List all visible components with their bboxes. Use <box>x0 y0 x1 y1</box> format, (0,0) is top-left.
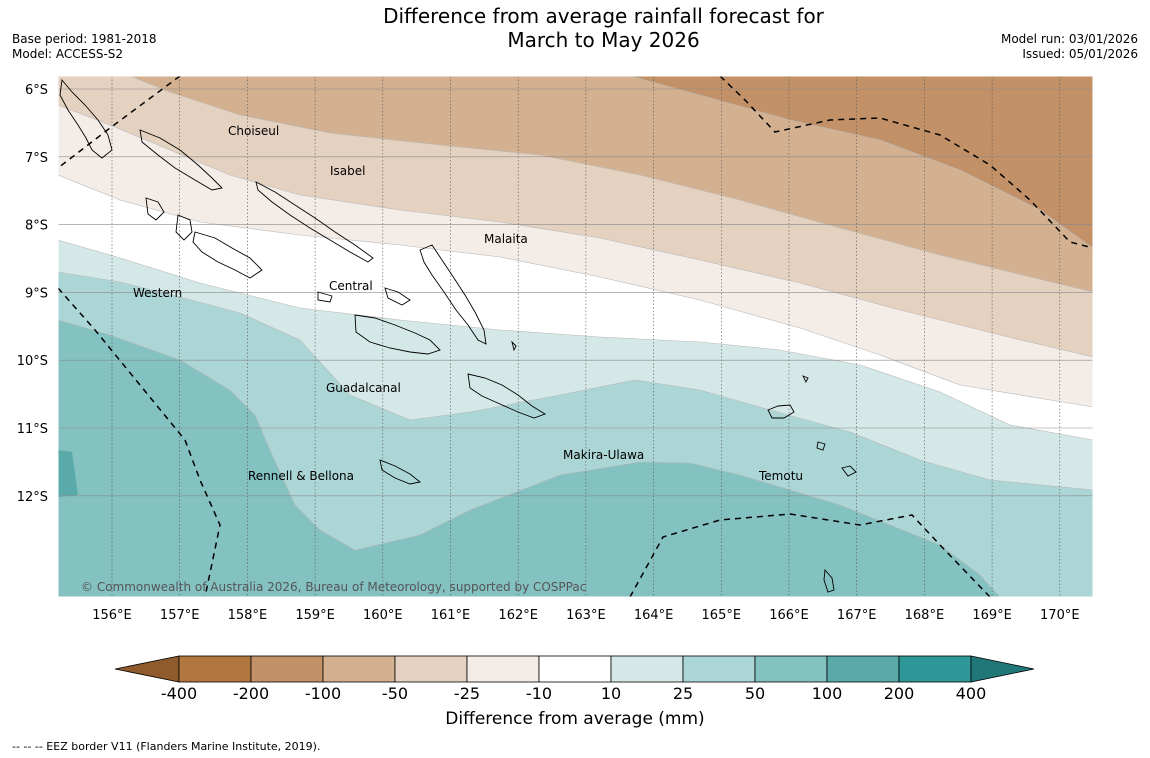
colorbar-tick-label: 200 <box>884 684 915 703</box>
colorbar-swatch <box>322 655 396 683</box>
colorbar-tick-label: 100 <box>812 684 843 703</box>
longitude-label: 169°E <box>972 608 1012 623</box>
province-label-choiseul: Choiseul <box>228 124 279 138</box>
issued-date: Issued: 05/01/2026 <box>1022 47 1138 61</box>
latitude-label: 11°S <box>17 422 48 437</box>
longitude-label: 168°E <box>905 608 945 623</box>
model-info: Base period: 1981-2018 Model: ACCESS-S2 <box>12 32 157 62</box>
colorbar-tick-label: 400 <box>956 684 987 703</box>
colorbar-swatch <box>394 655 468 683</box>
colorbar-tick-label: -100 <box>305 684 341 703</box>
graticule <box>58 76 1093 597</box>
copyright-notice: © Commonwealth of Australia 2026, Bureau… <box>81 580 587 594</box>
longitude-label: 157°E <box>160 608 200 623</box>
latitude-label: 7°S <box>25 151 48 166</box>
province-label-central: Central <box>329 279 373 293</box>
colorbar-tick-label: -10 <box>526 684 552 703</box>
colorbar-extend-low <box>114 655 180 683</box>
latitude-label: 9°S <box>25 286 48 301</box>
colorbar-tick-label: -25 <box>454 684 480 703</box>
longitude-label: 163°E <box>566 608 606 623</box>
title-line-2: March to May 2026 <box>507 28 700 52</box>
run-info: Model run: 03/01/2026 Issued: 05/01/2026 <box>1001 32 1138 62</box>
band-100-200 <box>58 450 78 497</box>
longitude-label: 158°E <box>228 608 268 623</box>
colorbar-swatch <box>250 655 324 683</box>
longitude-label: 166°E <box>769 608 809 623</box>
longitude-label: 156°E <box>92 608 132 623</box>
model-name: Model: ACCESS-S2 <box>12 47 124 61</box>
colorbar-tick-label: -200 <box>233 684 269 703</box>
colorbar-tick-label: -400 <box>161 684 197 703</box>
map-frame <box>57 75 1094 598</box>
province-label-makira-ulawa: Makira-Ulawa <box>563 448 644 462</box>
province-label-isabel: Isabel <box>330 164 365 178</box>
colorbar-extend-high <box>970 655 1035 683</box>
latitude-labels: 6°S 7°S 8°S 9°S 10°S 11°S 12°S <box>17 83 48 505</box>
latitude-label: 8°S <box>25 219 48 234</box>
longitude-label: 162°E <box>498 608 538 623</box>
map-panel <box>58 76 1093 597</box>
colorbar-tick-label: 50 <box>745 684 765 703</box>
eez-footnote: -- -- -- EEZ border V11 (Flanders Marine… <box>12 740 321 753</box>
province-label-guadalcanal: Guadalcanal <box>326 381 401 395</box>
coastlines <box>59 78 857 593</box>
colorbar-swatch <box>754 655 828 683</box>
colorbar-swatch <box>898 655 972 683</box>
colorbar-tick-label: 25 <box>673 684 693 703</box>
longitude-label: 159°E <box>295 608 335 623</box>
province-label-malaita: Malaita <box>484 232 528 246</box>
province-label-western: Western <box>133 286 182 300</box>
longitude-label: 161°E <box>431 608 471 623</box>
province-labels: Choiseul Isabel Malaita Central Western … <box>133 124 803 483</box>
longitude-labels: 156°E 157°E 158°E 159°E 160°E 161°E 162°E 163°E… <box>92 608 1079 623</box>
province-label-temotu: Temotu <box>758 469 803 483</box>
colorbar: -400 -200 -100 -50 -25 -10 10 25 50 100 200 400 <box>114 655 1035 703</box>
longitude-label: 164°E <box>634 608 674 623</box>
colorbar-swatch <box>682 655 756 683</box>
band-minus200-minus100 <box>630 76 1093 248</box>
colorbar-tick-label: -50 <box>382 684 408 703</box>
colorbar-swatch <box>610 655 684 683</box>
longitude-label: 165°E <box>702 608 742 623</box>
longitude-label: 160°E <box>363 608 403 623</box>
latitude-label: 12°S <box>17 490 48 505</box>
colorbar-swatch <box>178 655 252 683</box>
latitude-label: 6°S <box>25 83 48 98</box>
base-period: Base period: 1981-2018 <box>12 32 157 46</box>
latitude-label: 10°S <box>17 354 48 369</box>
eez-borders <box>58 76 1093 597</box>
colorbar-swatch <box>826 655 900 683</box>
province-label-rennell-bellona: Rennell & Bellona <box>248 469 354 483</box>
model-run-date: Model run: 03/01/2026 <box>1000 32 1138 46</box>
colorbar-swatch <box>538 655 612 683</box>
colorbar-swatch <box>466 655 540 683</box>
colorbar-tick-label: 10 <box>601 684 621 703</box>
map-title: Difference from average rainfall forecas… <box>0 4 1150 52</box>
title-line-1: Difference from average rainfall forecas… <box>383 4 824 28</box>
longitude-label: 170°E <box>1040 608 1080 623</box>
colorbar-label: Difference from average (mm) <box>445 709 705 729</box>
longitude-label: 167°E <box>837 608 877 623</box>
